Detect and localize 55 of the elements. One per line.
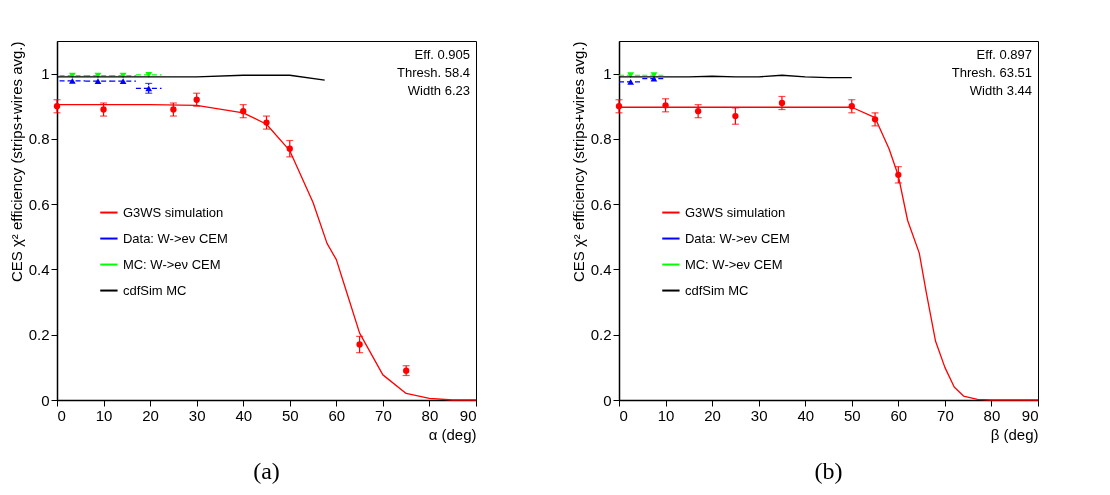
x-tick-label: 10 bbox=[657, 406, 675, 424]
y-tick-label: 0.6 bbox=[590, 195, 612, 213]
annotation: Eff. 0.905 bbox=[414, 47, 470, 62]
legend-label: Data: W->eν CEM bbox=[122, 230, 228, 246]
y-tick-label: 0 bbox=[41, 391, 50, 409]
point bbox=[627, 78, 634, 85]
y-tick-label: 1 bbox=[41, 65, 50, 83]
x-tick-label: 30 bbox=[750, 406, 768, 424]
annotation: Eff. 0.897 bbox=[976, 47, 1032, 62]
annotation: Thresh. 63.51 bbox=[951, 65, 1032, 80]
y-tick-label: 0 bbox=[603, 391, 612, 409]
legend-label: cdfSim MC bbox=[684, 282, 749, 298]
x-tick-label: 50 bbox=[843, 406, 861, 424]
x-tick-label: 60 bbox=[328, 406, 346, 424]
x-axis-title: α (deg) bbox=[428, 425, 477, 443]
y-tick-label: 0.4 bbox=[590, 260, 612, 278]
x-tick-label: 40 bbox=[797, 406, 815, 424]
annotation: Width 6.23 bbox=[407, 83, 470, 98]
x-tick-label: 20 bbox=[142, 406, 159, 424]
x-tick-label: 70 bbox=[375, 406, 392, 424]
point bbox=[356, 341, 363, 348]
x-tick-label: 0 bbox=[619, 406, 628, 424]
legend-label: MC: W->eν CEM bbox=[684, 256, 783, 272]
legend-label: MC: W->eν CEM bbox=[122, 256, 221, 272]
text: (b) bbox=[814, 458, 843, 484]
x-tick-label: 0 bbox=[57, 406, 66, 424]
y-axis-title: CES χ² efficiency (strips+wires avg.) bbox=[7, 41, 25, 283]
x-tick-label: 20 bbox=[704, 406, 721, 424]
y-axis-title: CES χ² efficiency (strips+wires avg.) bbox=[569, 41, 587, 283]
x-tick-label: 80 bbox=[421, 406, 439, 424]
point bbox=[69, 77, 76, 84]
legend-label: Data: W->eν CEM bbox=[684, 230, 790, 246]
x-tick-label: 80 bbox=[983, 406, 1001, 424]
y-tick-label: 0.6 bbox=[28, 195, 50, 213]
legend-label: G3WS simulation bbox=[122, 204, 224, 220]
x-tick-label: 60 bbox=[890, 406, 908, 424]
x-tick-label: 10 bbox=[95, 406, 113, 424]
y-tick-label: 0.4 bbox=[28, 260, 50, 278]
x-tick-label: 30 bbox=[188, 406, 206, 424]
x-tick-label: 90 bbox=[459, 406, 477, 424]
y-tick-label: 0.8 bbox=[590, 130, 612, 148]
y-tick-label: 1 bbox=[603, 65, 612, 83]
x-tick-label: 90 bbox=[1021, 406, 1039, 424]
y-tick-label: 0.2 bbox=[28, 326, 50, 344]
legend-label: G3WS simulation bbox=[684, 204, 786, 220]
x-tick-label: 40 bbox=[235, 406, 253, 424]
x-axis-title: β (deg) bbox=[990, 425, 1039, 443]
text: (a) bbox=[253, 458, 280, 484]
legend-label: cdfSim MC bbox=[122, 282, 187, 298]
y-tick-label: 0.8 bbox=[28, 130, 50, 148]
annotation: Thresh. 58.4 bbox=[397, 65, 470, 80]
x-tick-label: 70 bbox=[937, 406, 954, 424]
y-tick-label: 0.2 bbox=[590, 326, 612, 344]
annotation: Width 3.44 bbox=[969, 83, 1032, 98]
x-tick-label: 50 bbox=[281, 406, 299, 424]
